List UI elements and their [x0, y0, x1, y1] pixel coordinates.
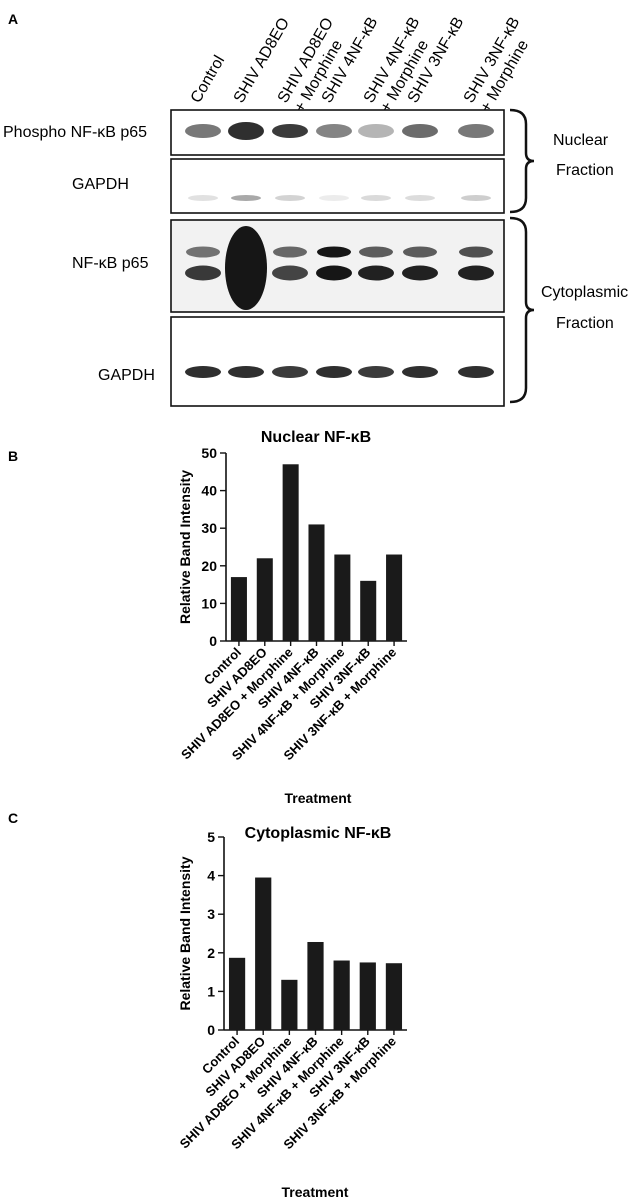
p65-lower-band: [402, 265, 438, 281]
cytoplasmic-bracket: [509, 216, 535, 404]
phospho-p65-band: [316, 124, 352, 138]
p65-upper-band: [459, 246, 493, 258]
gapdh-nuclear-band: [231, 195, 261, 201]
gapdh-cyto-band: [458, 366, 494, 378]
blot-box: [170, 158, 505, 214]
chart-title: Cytoplasmic NF-κB: [245, 825, 392, 842]
gapdh-nuclear-band: [188, 195, 218, 201]
bar: [255, 877, 272, 1030]
bar: [360, 580, 377, 641]
phospho-p65-band: [458, 124, 494, 138]
fraction-label: Nuclear: [553, 132, 609, 149]
p65-upper-band: [273, 246, 307, 258]
phospho-p65-band: [185, 124, 221, 138]
bar: [308, 524, 325, 641]
x-axis-label: Treatment: [282, 1184, 349, 1199]
gapdh-cyto-band: [185, 366, 221, 378]
gapdh-cyto-band: [228, 366, 264, 378]
y-tick-label: 0: [207, 1022, 215, 1038]
y-tick-label: 0: [209, 633, 217, 649]
y-tick-label: 40: [201, 483, 217, 499]
gapdh-cyto-band: [402, 366, 438, 378]
bar: [282, 464, 299, 641]
p65-lower-band: [458, 265, 494, 281]
chart-title: Nuclear NF-κB: [261, 429, 371, 446]
blot-row-label: GAPDH: [72, 176, 129, 193]
blot-row-label: GAPDH: [98, 367, 155, 384]
fraction-label: Fraction: [556, 162, 614, 179]
panel-letter-a: A: [8, 11, 18, 27]
y-tick-label: 10: [201, 595, 217, 611]
p65-upper-band: [403, 246, 437, 258]
nuclear-bracket: [509, 108, 535, 214]
phospho-p65-band: [228, 122, 264, 140]
y-tick-label: 5: [207, 829, 215, 845]
blot-row-label: NF-κB p65: [72, 255, 149, 272]
y-tick-label: 3: [207, 906, 215, 922]
phospho-p65-band: [272, 124, 308, 138]
x-axis-label: Treatment: [285, 790, 352, 806]
gapdh-nuclear-band: [405, 195, 435, 201]
panel-letter-c: C: [8, 810, 18, 826]
gapdh-cyto-band: [316, 366, 352, 378]
p65-saturated-band: [225, 226, 267, 310]
lane-label: SHIV 3NF-κB+ Morphine: [461, 14, 532, 115]
y-tick-label: 20: [201, 558, 217, 574]
fraction-label: Cytoplasmic: [541, 284, 628, 301]
bar: [334, 554, 351, 641]
gapdh-nuclear-band: [275, 195, 305, 201]
lane-label-line: Control: [188, 53, 229, 106]
bar: [256, 558, 273, 641]
bar: [307, 941, 324, 1030]
y-tick-label: 1: [207, 983, 215, 999]
gapdh-cyto-band: [358, 366, 394, 378]
y-tick-label: 4: [207, 868, 215, 884]
gapdh-nuclear-band: [361, 195, 391, 201]
p65-upper-band: [186, 246, 220, 258]
p65-lower-band: [185, 265, 221, 281]
bar: [228, 957, 246, 1030]
bar: [359, 962, 376, 1030]
p65-lower-band: [316, 265, 352, 281]
y-tick-label: 2: [207, 945, 215, 961]
gapdh-nuclear-band: [461, 195, 491, 201]
p65-lower-band: [358, 265, 394, 281]
lane-label: Control: [188, 53, 229, 106]
y-tick-label: 30: [201, 520, 217, 536]
blot-box: [170, 316, 505, 407]
fraction-label: Fraction: [556, 315, 614, 332]
p65-lower-band: [272, 265, 308, 281]
bar: [230, 577, 247, 641]
p65-upper-band: [317, 246, 351, 258]
y-axis-label: Relative Band Intensity: [177, 856, 193, 1010]
phospho-p65-band: [358, 124, 394, 138]
bar: [281, 979, 298, 1030]
panel-letter-b: B: [8, 448, 18, 464]
phospho-p65-band: [402, 124, 438, 138]
bar: [333, 960, 350, 1030]
y-tick-label: 50: [201, 445, 217, 461]
blot-row-label: Phospho NF-κB p65: [3, 124, 147, 141]
gapdh-cyto-band: [272, 366, 308, 378]
bar: [385, 963, 403, 1030]
p65-upper-band: [359, 246, 393, 258]
gapdh-nuclear-band: [319, 195, 349, 201]
bar: [386, 554, 403, 641]
y-axis-label: Relative Band Intensity: [177, 470, 193, 624]
